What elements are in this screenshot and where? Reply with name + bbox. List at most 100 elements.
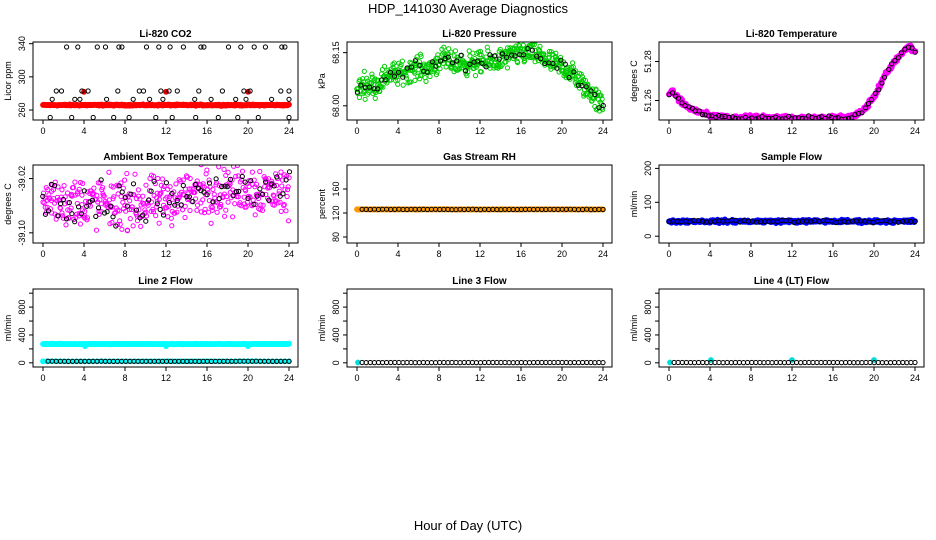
- data-point: [360, 79, 366, 85]
- data-point: [198, 209, 204, 215]
- data-point: [143, 182, 149, 188]
- data-point: [69, 211, 75, 217]
- data-point: [207, 184, 213, 190]
- data-point: [270, 192, 276, 198]
- data-point: [243, 204, 249, 210]
- data-point: [178, 202, 184, 208]
- x-tick-label: 4: [81, 126, 86, 136]
- data-point: [115, 88, 121, 94]
- data-point: [417, 76, 423, 82]
- data-point: [371, 86, 377, 92]
- data-point: [98, 177, 104, 183]
- data-point: [387, 69, 394, 75]
- data-point: [865, 101, 872, 107]
- data-point: [93, 213, 99, 219]
- data-point: [137, 215, 143, 221]
- y-tick-label: 68.00: [331, 95, 341, 118]
- data-point: [559, 64, 565, 70]
- data-point: [72, 179, 78, 185]
- data-point: [263, 176, 269, 182]
- data-point: [163, 180, 169, 186]
- data-point: [706, 113, 712, 119]
- panel-title: Li-820 Temperature: [746, 29, 838, 40]
- data-point: [286, 96, 292, 102]
- data-point: [153, 213, 159, 219]
- data-point: [150, 206, 156, 212]
- data-point: [699, 112, 706, 118]
- data-point: [782, 116, 788, 120]
- y-tick-label: 800: [643, 300, 653, 315]
- data-point: [82, 343, 88, 349]
- data-point: [235, 194, 241, 200]
- data-point: [214, 209, 220, 215]
- y-axis-label: ml/min: [3, 315, 13, 342]
- plot-frame: [658, 164, 925, 244]
- data-point: [496, 58, 502, 64]
- data-point: [912, 219, 918, 225]
- data-point: [184, 194, 190, 200]
- data-point: [504, 54, 510, 61]
- data-point: [383, 77, 389, 83]
- data-point: [165, 186, 171, 192]
- x-tick-label: 0: [40, 373, 45, 383]
- x-tick-label: 16: [828, 249, 838, 259]
- data-point: [526, 360, 533, 366]
- data-point: [802, 116, 808, 120]
- data-point: [63, 216, 70, 222]
- data-point: [127, 216, 133, 222]
- data-point: [161, 183, 167, 189]
- data-point: [487, 52, 493, 58]
- data-point: [886, 66, 892, 73]
- data-point: [719, 114, 725, 120]
- data-point: [251, 44, 257, 50]
- y-tick-label: 200: [643, 161, 653, 176]
- data-point: [122, 177, 128, 183]
- data-point: [499, 51, 505, 57]
- data-point: [59, 187, 65, 193]
- data-point: [554, 65, 560, 71]
- data-point: [218, 204, 224, 210]
- data-point: [453, 359, 459, 366]
- data-point: [223, 207, 229, 213]
- data-point: [448, 49, 454, 55]
- data-point: [76, 210, 82, 216]
- data-point: [156, 44, 162, 50]
- data-point: [898, 50, 905, 56]
- data-point: [696, 359, 702, 366]
- data-point: [547, 359, 553, 366]
- data-point: [400, 74, 406, 80]
- data-point: [571, 69, 577, 75]
- data-point: [889, 61, 895, 67]
- data-point: [193, 114, 199, 120]
- data-point: [201, 189, 207, 195]
- data-point: [596, 359, 602, 366]
- data-point: [558, 57, 564, 63]
- data-point: [94, 192, 100, 198]
- data-point: [466, 48, 472, 54]
- x-tick-label: 0: [40, 249, 45, 259]
- data-point: [95, 180, 101, 186]
- x-tick-label: 20: [243, 249, 253, 259]
- data-point: [115, 191, 121, 197]
- data-point: [227, 181, 233, 187]
- data-point: [537, 43, 543, 50]
- data-point: [281, 202, 287, 208]
- data-point: [90, 114, 96, 120]
- data-point: [245, 195, 251, 201]
- data-point: [384, 359, 390, 366]
- data-point: [437, 359, 443, 366]
- data-point: [847, 359, 853, 366]
- data-point: [60, 196, 67, 203]
- data-point: [776, 116, 782, 120]
- data-point: [814, 359, 820, 366]
- y-tick-label: 0: [643, 360, 653, 365]
- x-tick-label: 24: [284, 126, 294, 136]
- data-point: [257, 168, 263, 175]
- data-point: [535, 359, 541, 366]
- data-point: [525, 46, 531, 52]
- data-point: [79, 88, 85, 94]
- y-axis-label: kPa: [317, 73, 327, 89]
- data-point: [412, 360, 418, 366]
- y-tick-label: 400: [331, 327, 341, 342]
- x-tick-label: 20: [869, 126, 879, 136]
